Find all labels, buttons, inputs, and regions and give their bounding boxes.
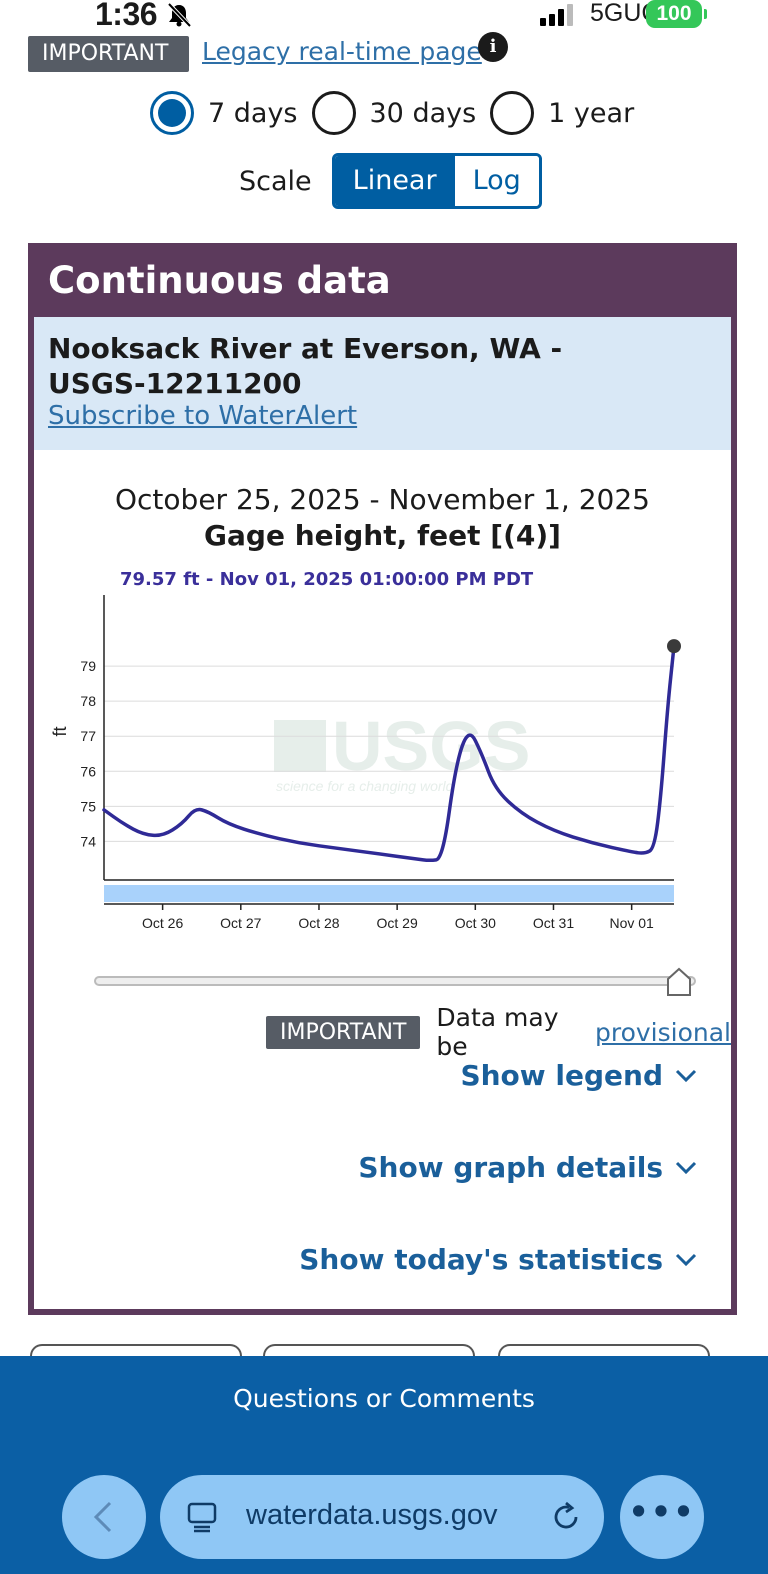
y-axis-label: ft (50, 726, 70, 736)
x-tick-label: Oct 29 (377, 915, 418, 931)
y-tick-label: 76 (80, 763, 96, 779)
site-name: Nooksack River at Everson, WA - USGS-122… (48, 332, 563, 400)
chevron-left-icon (93, 1501, 112, 1533)
scale-linear-button[interactable]: Linear (334, 156, 455, 206)
x-tick-label: Oct 30 (455, 915, 496, 931)
time-range-slider[interactable] (94, 976, 696, 986)
questions-comments-link[interactable]: Questions or Comments (233, 1384, 535, 1413)
scale-label: Scale (239, 165, 312, 197)
x-tick-label: Oct 31 (533, 915, 574, 931)
scale-segmented-control: Linear Log (331, 153, 542, 209)
parameter-title: Gage height, feet [(4)] (204, 519, 561, 552)
important-tag: IMPORTANT (28, 36, 189, 72)
radio-label[interactable]: 7 days (208, 97, 298, 129)
more-icon[interactable]: ••• (628, 1493, 696, 1531)
card-title: Continuous data (34, 249, 731, 317)
url-text[interactable]: waterdata.usgs.gov (246, 1499, 498, 1531)
y-tick-label: 77 (80, 728, 96, 744)
provisional-notice: IMPORTANT Data may be provisional (266, 1003, 731, 1061)
radio-circle[interactable] (490, 91, 535, 135)
chevron-down-icon (675, 1161, 697, 1174)
reload-icon[interactable] (550, 1501, 582, 1533)
signal-icon (540, 4, 573, 26)
slider-handle[interactable] (666, 967, 692, 997)
usgs-logo-wave (274, 720, 326, 772)
radio-1-year[interactable]: 1 year (490, 91, 634, 135)
legacy-realtime-link[interactable]: Legacy real-time page (202, 37, 482, 66)
show-legend-toggle[interactable]: Show legend (460, 1059, 697, 1092)
y-tick-label: 75 (80, 798, 96, 814)
watermark-text: USGS (332, 707, 530, 785)
important-tag: IMPORTANT (266, 1015, 421, 1049)
reader-mode-icon[interactable] (186, 1501, 218, 1533)
chevron-down-icon (675, 1253, 697, 1266)
subscribe-wateralert-link[interactable]: Subscribe to WaterAlert (48, 401, 358, 431)
continuous-data-card: Continuous data Nooksack River at Everso… (28, 243, 737, 1315)
watermark-subtext: science for a changing world (276, 778, 455, 794)
browser-back-button[interactable] (62, 1475, 146, 1559)
chart-series (102, 639, 681, 863)
x-tick-label: Oct 28 (298, 915, 339, 931)
show-todays-statistics-toggle[interactable]: Show today's statistics (299, 1243, 697, 1276)
chart-grid (104, 665, 674, 842)
scale-control: Scale Linear Log (239, 153, 542, 209)
date-range: October 25, 2025 - November 1, 2025 (115, 483, 650, 516)
radio-circle-checked[interactable] (150, 91, 194, 135)
radio-circle[interactable] (311, 91, 356, 135)
gage-height-series-line (102, 644, 676, 863)
bell-muted-icon (167, 2, 192, 28)
radio-30-days[interactable]: 30 days (311, 91, 477, 135)
y-tick-label: 78 (80, 693, 96, 709)
more-options-button[interactable]: ••• (620, 1475, 704, 1559)
address-bar[interactable]: waterdata.usgs.gov (160, 1475, 604, 1559)
show-graph-details-label[interactable]: Show graph details (358, 1151, 663, 1184)
period-radio-group: 7 days 30 days 1 year (150, 90, 648, 136)
approval-status-bar (104, 885, 674, 902)
y-axis-ticks: 74 75 76 77 78 79 (80, 658, 96, 849)
battery-indicator: 100 (646, 0, 707, 28)
latest-point-marker (667, 639, 681, 654)
provisional-text: Data may be (436, 1003, 559, 1061)
show-graph-details-toggle[interactable]: Show graph details (358, 1151, 697, 1184)
scale-log-button[interactable]: Log (454, 156, 539, 206)
status-bar: 1:36 5GUC 100 (0, 0, 768, 32)
y-tick-label: 74 (80, 833, 96, 849)
provisional-link[interactable]: provisional (594, 1017, 731, 1047)
x-tick-label: Oct 27 (220, 915, 261, 931)
chevron-down-icon (675, 1069, 697, 1082)
show-legend-label[interactable]: Show legend (460, 1059, 663, 1092)
hover-readout: 79.57 ft - Nov 01, 2025 01:00:00 PM PDT (120, 569, 534, 590)
info-icon[interactable]: i (478, 32, 508, 62)
status-time: 1:36 (95, 0, 158, 32)
show-todays-statistics-label[interactable]: Show today's statistics (299, 1243, 663, 1276)
radio-label[interactable]: 1 year (548, 97, 635, 129)
radio-label[interactable]: 30 days (369, 97, 477, 129)
radio-7-days[interactable]: 7 days (150, 91, 298, 135)
chart-axes (103, 595, 674, 905)
x-tick-label: Nov 01 (609, 915, 654, 931)
x-tick-label: Oct 26 (142, 915, 183, 931)
y-tick-label: 79 (80, 658, 96, 674)
site-info-box: Nooksack River at Everson, WA - USGS-122… (34, 317, 731, 450)
x-axis-ticks: Oct 26 Oct 27 Oct 28 Oct 29 Oct 30 Oct 31 Nov … (142, 904, 654, 931)
